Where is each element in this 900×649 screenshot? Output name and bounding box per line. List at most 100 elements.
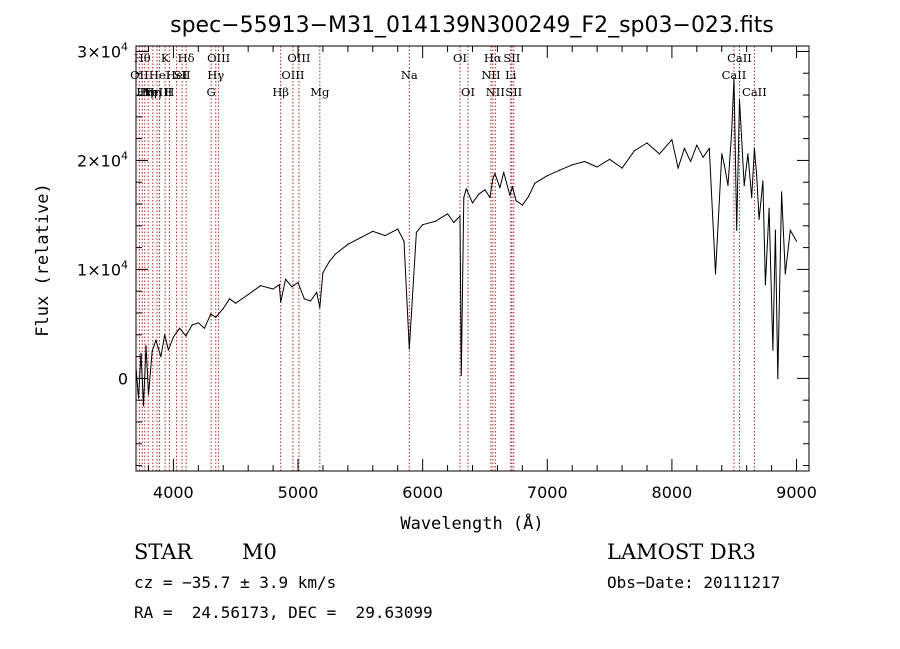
data-point-0-65 (528, 195, 530, 197)
axes-layer: 4000 5000 6000 7000 8000 9000 0 1×104 2×104 3×104 (77, 40, 817, 502)
data-point-0-76 (658, 153, 661, 155)
data-point-0-46 (434, 220, 436, 222)
data-point-0-57 (492, 178, 494, 180)
data-point-0-21 (235, 302, 237, 304)
spectral-line-label-1: Hθ (134, 51, 151, 65)
y-tick-label-2: 2×104 (77, 149, 128, 170)
spectral-lines-layer (138, 46, 755, 471)
data-point-0-2 (140, 352, 142, 354)
spectral-line-label-7: K (161, 51, 170, 65)
data-point-0-13 (185, 335, 187, 337)
data-point-0-44 (415, 231, 417, 233)
spectral-line-label-4: Hη (144, 85, 161, 99)
spectral-line-label-18: Mg (310, 85, 330, 99)
data-point-0-107 (795, 240, 798, 242)
y-tick-label-0: 0 (118, 369, 128, 388)
data-point-0-96 (756, 175, 758, 177)
spectral-line-label-11: Hδ (178, 51, 195, 65)
data-point-0-18 (215, 316, 217, 318)
data-point-0-98 (762, 180, 764, 182)
data-point-0-54 (478, 193, 480, 195)
data-point-0-74 (633, 150, 636, 152)
data-point-0-85 (721, 153, 723, 155)
x-tick-label-4: 8000 (652, 483, 693, 502)
data-point-0-4 (145, 345, 147, 347)
data-point-0-63 (515, 200, 517, 202)
data-point-0-28 (291, 286, 293, 288)
series-layer (135, 77, 798, 407)
spectral-line-label-9: HeI (166, 68, 187, 82)
data-point-0-62 (511, 186, 513, 188)
data-point-0-97 (758, 218, 760, 220)
data-point-0-22 (247, 293, 249, 296)
data-point-0-93 (747, 153, 749, 155)
data-point-0-100 (768, 207, 770, 209)
data-point-0-61 (509, 194, 511, 196)
data-point-0-95 (753, 147, 756, 149)
data-point-0-39 (372, 230, 374, 232)
data-point-0-1 (137, 397, 140, 399)
spectral-line-label-19: Na (401, 68, 418, 82)
data-point-0-60 (503, 171, 505, 173)
data-point-0-92 (743, 184, 745, 187)
data-point-0-35 (328, 261, 330, 263)
data-point-0-79 (683, 147, 686, 149)
x-tick-label-1: 5000 (278, 483, 319, 502)
data-point-0-50 (460, 374, 462, 376)
data-point-0-56 (489, 196, 491, 199)
data-point-0-106 (789, 229, 791, 231)
data-point-0-105 (784, 273, 786, 275)
data-point-0-80 (690, 160, 692, 163)
data-point-0-77 (671, 139, 673, 141)
spectral-line-label-10: SII (174, 68, 191, 82)
data-point-0-24 (272, 288, 274, 290)
chart-title: spec−55913−M31_014139N300249_F2_sp03−023… (170, 13, 774, 38)
spectral-line-label-8: H (164, 85, 174, 99)
data-point-0-43 (408, 348, 410, 350)
data-point-0-14 (191, 324, 193, 326)
data-point-0-11 (172, 336, 174, 338)
data-point-0-17 (210, 313, 212, 315)
data-point-0-27 (285, 278, 287, 280)
data-point-0-101 (772, 349, 774, 351)
data-point-0-83 (708, 147, 710, 149)
data-point-0-49 (459, 215, 461, 217)
data-point-0-5 (147, 394, 150, 396)
data-point-0-55 (484, 189, 486, 191)
spectral-line-label-17: OIII (287, 51, 310, 65)
class-label: STAR (134, 540, 193, 564)
y-tick-label-3: 3×104 (77, 40, 128, 61)
data-point-0-59 (499, 187, 501, 189)
x-tick-label-2: 6000 (402, 483, 443, 502)
data-point-0-37 (347, 243, 349, 245)
series-line-spectrum (135, 77, 797, 407)
x-axis-label: Wavelength (Å) (400, 512, 543, 534)
data-point-0-67 (546, 175, 548, 177)
spectral-line-label-0: OII (130, 68, 149, 82)
data-point-0-20 (228, 298, 231, 300)
data-point-0-75 (646, 142, 648, 144)
plot-frame (135, 45, 810, 472)
cz-value: cz = −35.7 ± 3.9 km/s (134, 573, 337, 592)
data-point-0-58 (494, 172, 496, 175)
data-point-0-51 (463, 196, 465, 199)
data-point-0-9 (164, 334, 166, 336)
data-point-0-78 (677, 167, 679, 169)
spectral-line-label-25: Li (505, 68, 517, 82)
data-point-0-104 (781, 191, 783, 193)
data-point-0-69 (571, 164, 573, 166)
spectral-line-label-14: OIII (207, 51, 230, 65)
data-point-0-42 (403, 240, 405, 242)
line-labels-layer: OIIHθHηHηHηNeIIIHeIKHHeISIIHδGHγOIIIHβOI… (130, 51, 767, 99)
data-point-0-66 (534, 182, 536, 184)
spectral-line-label-12: G (207, 85, 216, 99)
data-point-0-72 (609, 158, 611, 160)
data-point-0-84 (714, 273, 717, 275)
x-tick-label-5: 9000 (776, 483, 817, 502)
spectral-line-label-15: Hβ (272, 85, 289, 99)
data-point-0-41 (397, 228, 399, 230)
data-point-0-94 (751, 196, 753, 199)
data-point-0-7 (155, 339, 157, 341)
spectral-line-label-23: Hα (484, 51, 502, 65)
